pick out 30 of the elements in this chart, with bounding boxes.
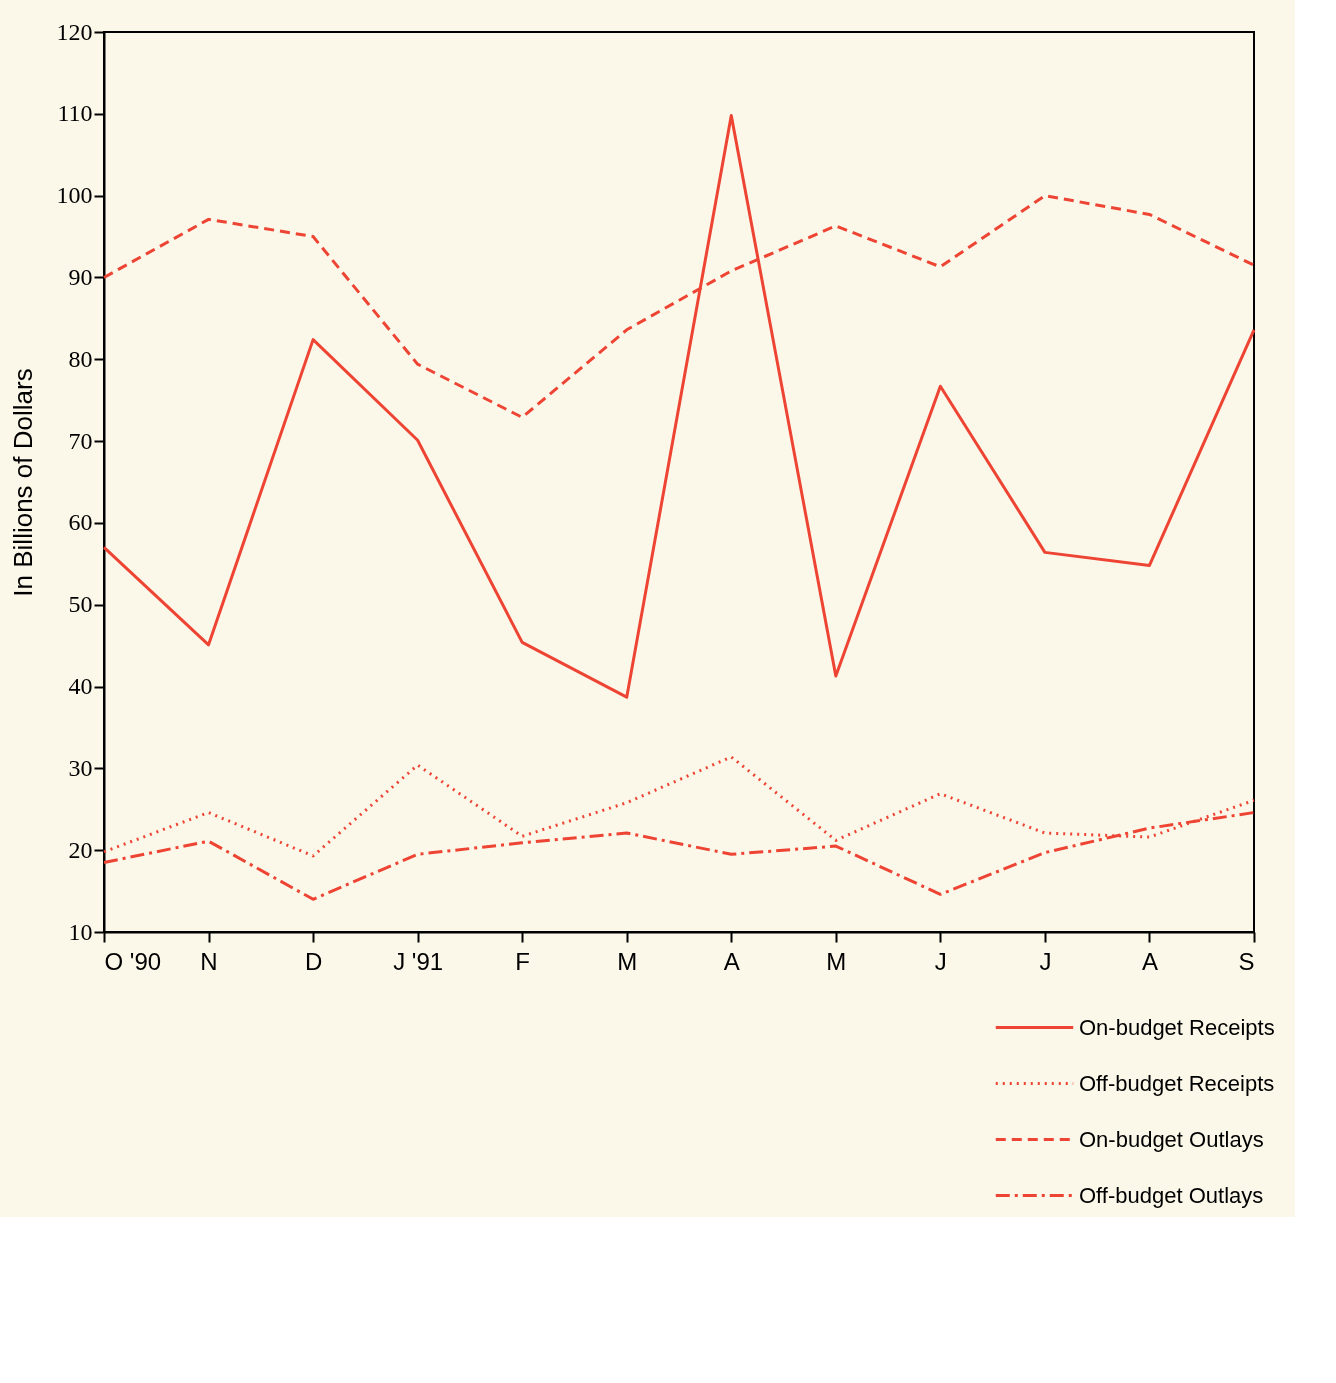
y-tick-label: 120	[56, 18, 93, 45]
legend-label: Off-budget Outlays	[1079, 1182, 1264, 1208]
x-tick-label: S	[1238, 947, 1255, 975]
legend-label: On-budget Outlays	[1079, 1126, 1264, 1152]
x-tick-label: N	[200, 947, 218, 975]
y-tick-label: 60	[68, 509, 93, 536]
y-tick-label: 100	[56, 182, 93, 209]
y-tick-label: 110	[57, 100, 93, 127]
y-tick-label: 40	[68, 673, 93, 700]
y-tick-label: 90	[68, 263, 93, 290]
y-tick-label: 50	[68, 591, 93, 618]
x-tick-label: O '90	[104, 947, 162, 975]
y-tick-label: 70	[68, 427, 93, 454]
y-tick-label: 20	[68, 836, 93, 863]
legend-label: Off-budget Receipts	[1079, 1070, 1275, 1096]
line-series	[102, 113, 1256, 699]
y-axis-title: In Billions of Dollars	[7, 368, 38, 597]
y-tick-label: 30	[68, 754, 93, 781]
legend-label: On-budget Receipts	[1079, 1014, 1275, 1040]
x-tick-label: D	[304, 947, 323, 975]
y-tick-label: 80	[68, 345, 93, 372]
y-tick-label: 10	[68, 918, 93, 945]
x-tick-label: M	[617, 947, 638, 975]
x-tick-label: J	[1039, 947, 1052, 975]
x-tick-label: A	[1141, 947, 1158, 975]
x-tick-label: F	[515, 947, 531, 975]
x-tick-label: M	[826, 947, 847, 975]
x-tick-label: J '91	[393, 947, 444, 975]
x-tick-label: A	[723, 947, 740, 975]
x-tick-label: J	[934, 947, 947, 975]
